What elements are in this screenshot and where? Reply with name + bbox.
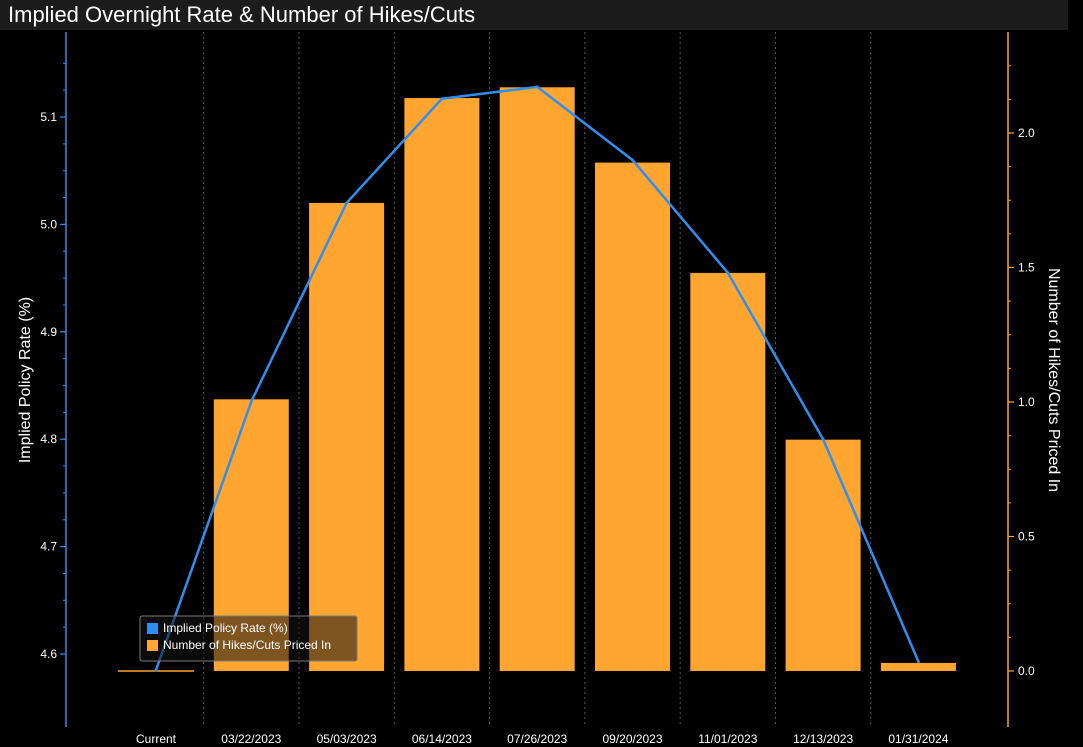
x-axis-tick-label: 07/26/2023: [507, 732, 567, 746]
left-axis-tick-label: 5.0: [40, 217, 57, 231]
right-axis-tick-label: 0.5: [1018, 530, 1035, 544]
legend-box: [139, 615, 358, 662]
left-axis-tick-label: 5.1: [40, 110, 57, 124]
x-axis-tick-label: 03/22/2023: [221, 732, 281, 746]
line-point: [249, 400, 253, 404]
bar: [595, 162, 670, 671]
line-point: [726, 271, 730, 275]
chart-title: Implied Overnight Rate & Number of Hikes…: [0, 0, 1068, 30]
bar: [404, 98, 480, 671]
line-point: [631, 158, 634, 162]
line-point: [345, 201, 349, 205]
bars: [118, 87, 956, 672]
right-axis-tick-label: 0.0: [1018, 664, 1035, 678]
line-point: [154, 668, 158, 672]
bar: [785, 439, 861, 671]
line-point: [821, 437, 825, 441]
legend: Implied Policy Rate (%) Number of Hikes/C…: [139, 615, 358, 662]
right-axis-tick-label: 2.0: [1018, 126, 1035, 140]
line-point: [440, 97, 444, 101]
legend-entry: Number of Hikes/Cuts Priced In: [163, 638, 331, 652]
right-axis-tick-label: 1.5: [1018, 261, 1035, 275]
right-axis-tick-label: 1.0: [1018, 395, 1035, 409]
bar: [690, 272, 766, 671]
x-axis-tick-label: 01/31/2024: [888, 732, 948, 746]
grid: [203, 32, 872, 727]
bar: [499, 87, 575, 671]
left-axis-tick-label: 4.8: [40, 432, 57, 446]
line-series: [154, 85, 920, 672]
bar: [880, 662, 956, 671]
left-axis-tick-label: 4.9: [40, 325, 57, 339]
legend-swatch: [147, 640, 158, 651]
left-axis-tick-label: 4.6: [40, 647, 57, 661]
x-axis-tick-label: 06/14/2023: [412, 732, 472, 746]
line-point: [535, 85, 539, 89]
line-point: [916, 660, 920, 664]
x-axis-tick-label: 09/20/2023: [602, 732, 662, 746]
left-axis-tick-label: 4.7: [40, 540, 57, 554]
x-axis-tick-label: 11/01/2023: [698, 732, 757, 746]
x-axis-tick-label: 12/13/2023: [793, 732, 853, 746]
left-axis-title: Implied Policy Rate (%): [17, 297, 34, 463]
right-axis-title: Number of Hikes/Cuts Priced In: [1045, 268, 1062, 492]
x-axis-tick-label: 05/03/2023: [317, 732, 377, 746]
axes: 4.6 4.7 4.8 4.9 5.0 5.1 0.0 0.5 1.0 1.5 2.0 Current…: [17, 32, 1062, 746]
legend-entry: Implied Policy Rate (%): [163, 621, 288, 635]
bar: [309, 202, 385, 671]
x-axis-tick-label: Current: [136, 732, 177, 746]
legend-swatch: [147, 623, 158, 634]
